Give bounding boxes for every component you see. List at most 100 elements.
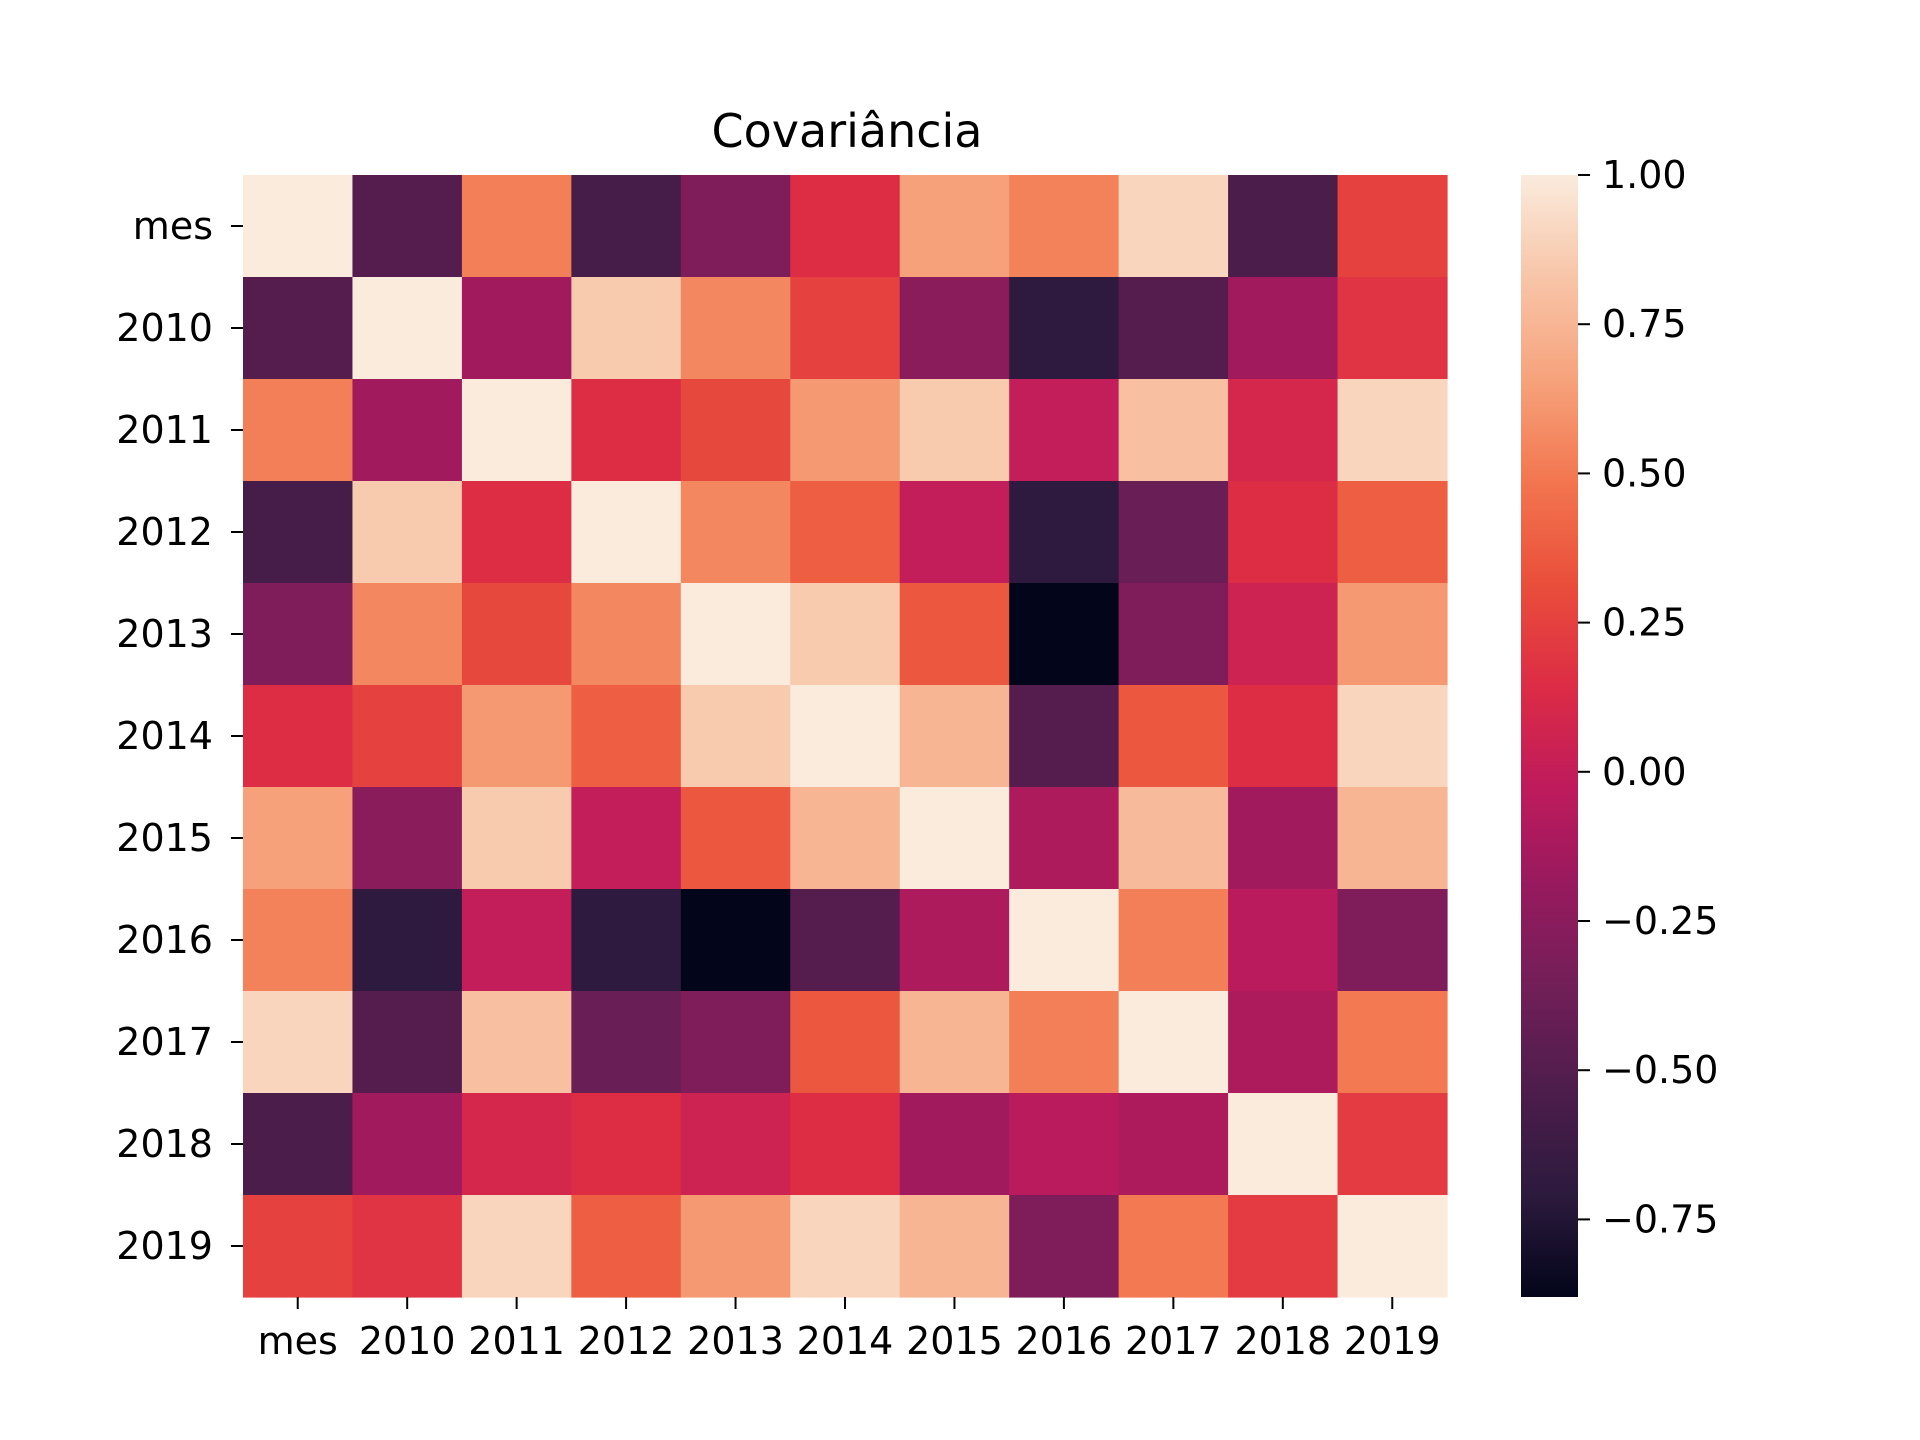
x-axis: mes 2010 2011 2012 2013 2014 2015 2016 2017 2018 2… [258,1297,1441,1363]
heatmap-cell [1009,481,1120,584]
heatmap-cell [1337,1093,1448,1196]
heatmap-cell [899,481,1010,584]
colorbar-tick-label: −0.50 [1602,1048,1718,1092]
heatmap-cell [1009,685,1120,788]
heatmap-cell [352,175,463,278]
heatmap-cell [571,889,682,992]
x-tick-label: 2017 [1125,1319,1222,1363]
heatmap-cell [1228,991,1339,1094]
heatmap-cell [680,583,791,686]
heatmap-cell [790,685,901,788]
heatmap-cell [680,277,791,380]
heatmap-cell [1228,481,1339,584]
heatmap-cell [680,1195,791,1298]
heatmap-cell [243,991,354,1094]
y-tick-label: 2019 [116,1224,213,1268]
x-tick-label: 2015 [906,1319,1003,1363]
colorbar-tick-label: −0.75 [1602,1197,1718,1241]
heatmap-cell [461,175,572,278]
heatmap-cell [680,889,791,992]
heatmap-cell [1118,889,1229,992]
heatmap-cell [461,1093,572,1196]
heatmap-cell [461,583,572,686]
heatmap-cell [790,787,901,890]
heatmap-cell [790,889,901,992]
colorbar-tick-label: 0.25 [1602,601,1687,645]
chart-title: Covariância [712,104,983,158]
y-tick-label: 2015 [116,816,213,860]
heatmap-cell [1009,889,1120,992]
heatmap-cell [461,685,572,788]
heatmap-cell [790,1195,901,1298]
heatmap-cell [680,379,791,482]
heatmap-cell [352,583,463,686]
heatmap-cell [571,277,682,380]
colorbar-tick-label: 0.75 [1602,302,1687,346]
y-axis: mes 2010 2011 2012 2013 2014 2015 2016 2017 2018 2… [116,204,243,1268]
heatmap-cell [571,787,682,890]
y-tick-label: 2012 [116,510,213,554]
heatmap-cell [571,1195,682,1298]
heatmap-cell [1337,583,1448,686]
heatmap-cell [571,685,682,788]
heatmap-cell [1228,685,1339,788]
heatmap-cell [1228,1093,1339,1196]
heatmap-cell [461,277,572,380]
heatmap-cell [1118,481,1229,584]
heatmap-cell [1337,379,1448,482]
heatmap-cell [1118,1195,1229,1298]
colorbar-tick-label: −0.25 [1602,899,1718,943]
heatmap-cell [243,175,354,278]
heatmap-cell [1009,277,1120,380]
heatmap-cell [571,481,682,584]
heatmap-cell [1009,379,1120,482]
heatmap-cell [1118,787,1229,890]
heatmap-cell [680,481,791,584]
colorbar-gradient [1521,175,1578,1297]
x-tick-label: 2013 [687,1319,784,1363]
heatmap-cell [790,481,901,584]
colorbar-tick-label: 0.50 [1602,451,1687,495]
heatmap-cell [790,379,901,482]
heatmap-cell [899,277,1010,380]
heatmap-cell [899,175,1010,278]
heatmap-cell [1118,685,1229,788]
heatmap-cell [1118,175,1229,278]
heatmap-cell [1228,1195,1339,1298]
heatmap-cell [1009,991,1120,1094]
heatmap-cell [790,277,901,380]
heatmap-cell [1337,481,1448,584]
heatmap-cell [1228,379,1339,482]
heatmap-cell [461,379,572,482]
heatmap-cells [243,175,1448,1298]
heatmap-cell [680,685,791,788]
heatmap-cell [1228,175,1339,278]
y-tick-label: 2014 [116,714,213,758]
y-tick-label: 2013 [116,612,213,656]
heatmap-cell [899,991,1010,1094]
x-tick-label: mes [258,1319,338,1363]
heatmap-cell [790,991,901,1094]
x-tick-label: 2010 [359,1319,456,1363]
heatmap-cell [461,1195,572,1298]
heatmap-cell [1009,1195,1120,1298]
y-tick-label: mes [133,204,213,248]
colorbar: 1.00 0.75 0.50 0.25 0.00 −0.25 −0.50 −0.75 [1521,153,1718,1297]
heatmap-cell [899,889,1010,992]
heatmap-cell [571,175,682,278]
heatmap-cell [243,787,354,890]
heatmap-cell [352,685,463,788]
y-tick-label: 2018 [116,1122,213,1166]
heatmap-cell [790,583,901,686]
heatmap-cell [243,379,354,482]
heatmap-cell [352,787,463,890]
y-tick-label: 2016 [116,918,213,962]
heatmap-cell [1337,685,1448,788]
heatmap-cell [1118,583,1229,686]
heatmap-cell [680,1093,791,1196]
heatmap-cell [571,1093,682,1196]
x-tick-label: 2018 [1234,1319,1331,1363]
heatmap-cell [352,889,463,992]
x-tick-label: 2014 [797,1319,894,1363]
